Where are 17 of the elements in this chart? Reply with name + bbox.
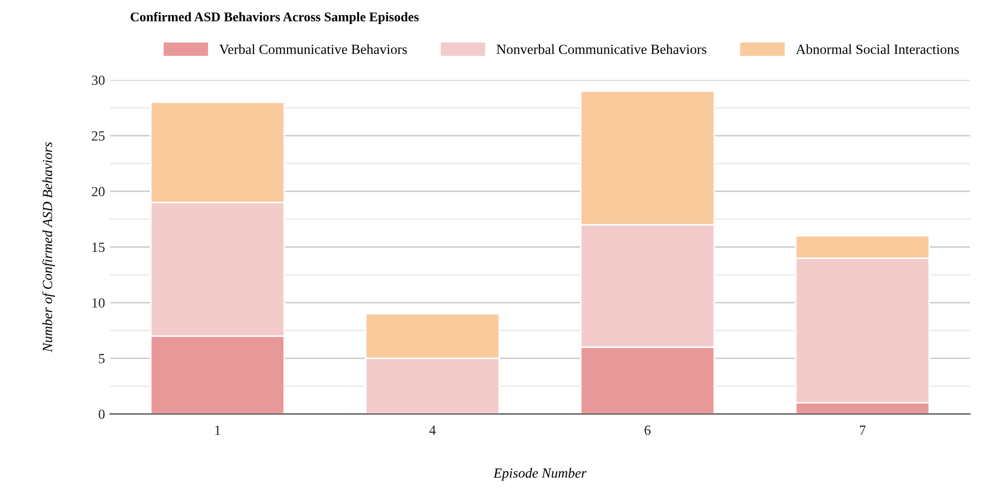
x-tick-label: 6 bbox=[644, 426, 651, 435]
x-axis-title: Episode Number bbox=[493, 468, 587, 481]
legend-label: Verbal Communicative Behaviors bbox=[219, 44, 407, 54]
y-tick-label: 10 bbox=[92, 298, 105, 308]
y-axis-title: Number of Confirmed ASD Behaviors bbox=[42, 142, 55, 352]
x-tick-label: 7 bbox=[860, 426, 866, 435]
y-tick-label: 30 bbox=[92, 76, 105, 85]
y-tick-label: 15 bbox=[92, 242, 105, 252]
y-tick-label: 20 bbox=[92, 186, 105, 196]
y-tick-label: 5 bbox=[99, 354, 105, 364]
x-tick-label: 1 bbox=[215, 426, 220, 435]
chart-title: Confirmed ASD Behaviors Across Sample Episodes bbox=[130, 12, 419, 24]
legend-label: Abnormal Social Interactions bbox=[796, 44, 959, 54]
y-tick-label: 0 bbox=[98, 410, 105, 419]
y-tick-label: 25 bbox=[92, 131, 105, 141]
x-tick-label: 4 bbox=[429, 426, 436, 435]
legend-label: Nonverbal Communicative Behaviors bbox=[496, 44, 706, 54]
